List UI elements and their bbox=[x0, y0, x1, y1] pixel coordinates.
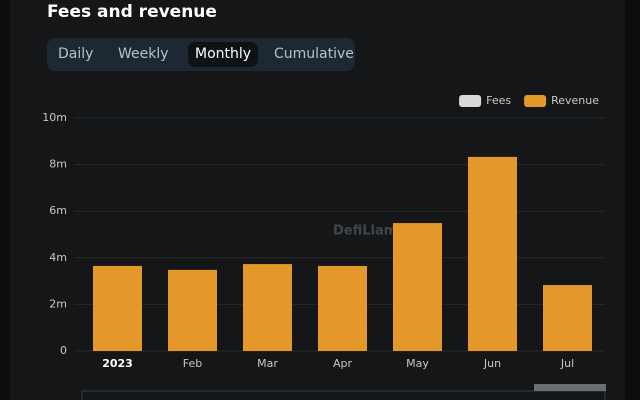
legend-label: Fees bbox=[486, 94, 511, 107]
tab[interactable]: Weekly bbox=[118, 46, 169, 62]
y-tick-label: 8m bbox=[49, 158, 67, 171]
title: Fees and revenue bbox=[47, 2, 217, 22]
x-tick-label: Jul bbox=[560, 357, 574, 370]
bar bbox=[318, 265, 367, 351]
x-tick-label: 2023 bbox=[102, 357, 133, 370]
x-tick-label: May bbox=[406, 357, 429, 370]
bar bbox=[393, 223, 442, 351]
bar bbox=[93, 265, 142, 351]
y-tick-label: 4m bbox=[49, 251, 67, 264]
legend-swatch bbox=[459, 95, 482, 107]
x-tick-label: Jun bbox=[483, 357, 501, 370]
range-slider[interactable] bbox=[81, 390, 606, 400]
x-tick-label: Mar bbox=[257, 357, 278, 370]
x-tick-label: Apr bbox=[333, 357, 353, 370]
bar bbox=[243, 264, 292, 351]
x-tick-label: Feb bbox=[183, 357, 202, 370]
tab[interactable]: Cumulative bbox=[274, 46, 354, 62]
bar bbox=[468, 156, 517, 351]
y-tick-label: 10m bbox=[42, 111, 67, 124]
y-tick-label: 6m bbox=[49, 204, 67, 217]
legend-swatch bbox=[524, 95, 547, 107]
slider-handle[interactable] bbox=[534, 384, 606, 391]
tab[interactable]: Daily bbox=[58, 46, 94, 62]
watermark: DefiLlama bbox=[333, 224, 406, 239]
tab-bar: Daily Weekly Monthly Cumulative bbox=[47, 38, 355, 71]
bar bbox=[543, 285, 592, 351]
bar bbox=[168, 269, 217, 351]
tab[interactable]: Monthly bbox=[188, 42, 259, 67]
y-tick-label: 0 bbox=[60, 344, 67, 357]
legend-label: Revenue bbox=[551, 94, 599, 107]
y-tick-label: 2m bbox=[49, 297, 67, 310]
